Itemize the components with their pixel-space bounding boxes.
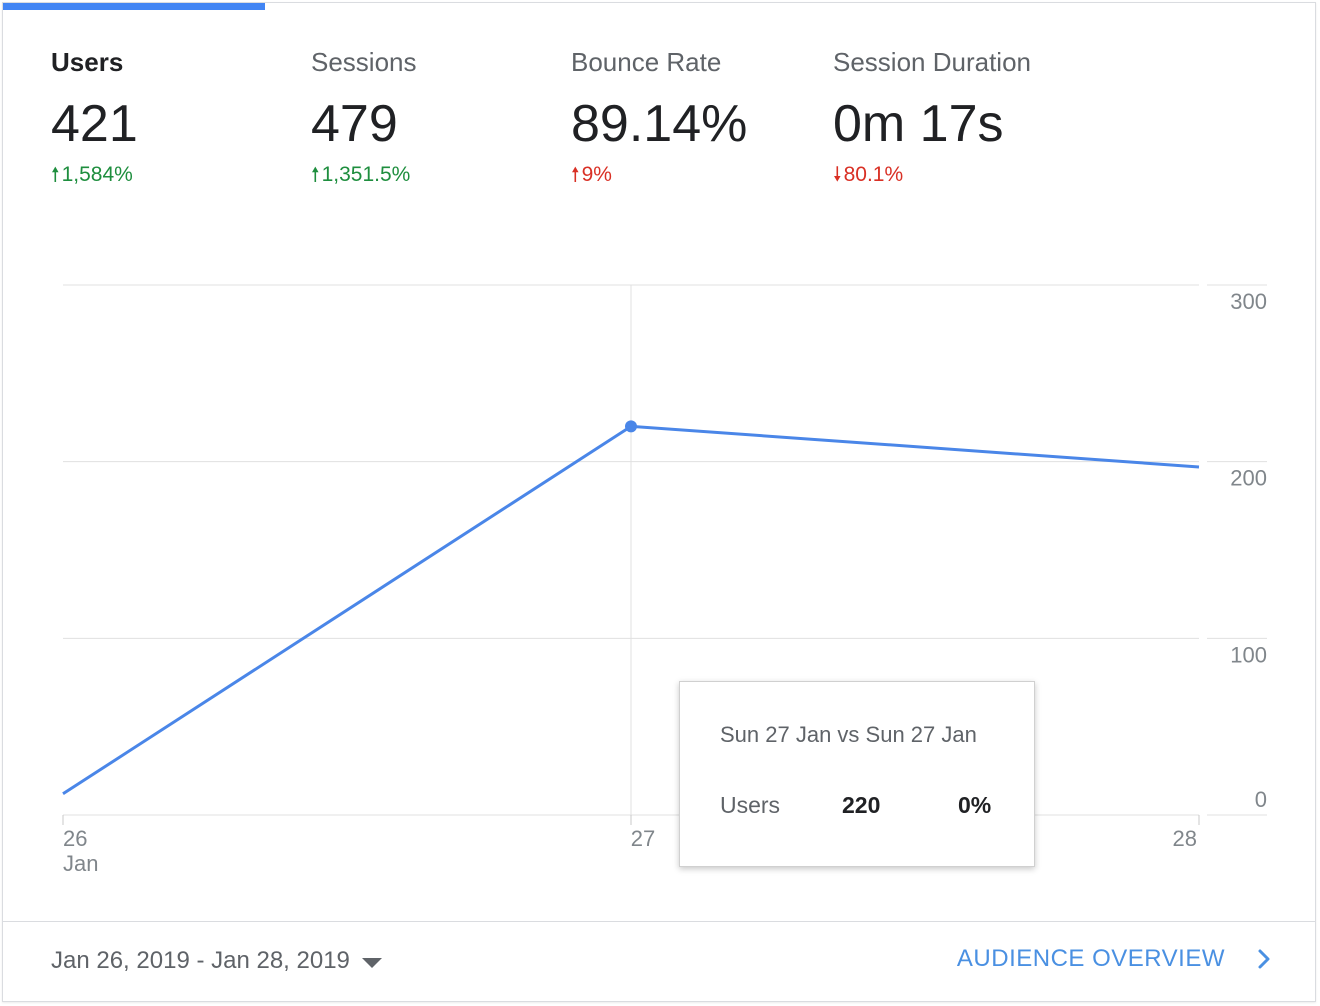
y-tick-label: 0	[1255, 787, 1267, 812]
caret-down-icon	[361, 958, 382, 968]
audience-overview-label: AUDIENCE OVERVIEW	[956, 945, 1225, 972]
users-line-chart[interactable]: 0 100 200 300 26 Jan 27 28	[3, 3, 1317, 923]
metric-value: 89.14%	[571, 95, 748, 153]
y-tick-label: 200	[1230, 466, 1267, 491]
date-range-selector[interactable]: Jan 26, 2019 - Jan 28, 2019	[51, 947, 382, 975]
y-tick-label: 300	[1230, 289, 1267, 314]
metric-tab-session-duration[interactable]: Session Duration 0m 17s 🠗80.1%	[833, 45, 1031, 189]
date-range-label: Jan 26, 2019 - Jan 28, 2019	[51, 947, 350, 974]
data-point-highlight	[625, 420, 637, 433]
metric-change: 🠗80.1%	[833, 161, 1031, 189]
metric-value: 479	[311, 95, 398, 153]
x-tick-sublabel: Jan	[63, 851, 98, 876]
metric-change: 🠕1,584%	[51, 161, 138, 189]
metric-label: Session Duration	[833, 47, 1031, 77]
chevron-right-icon	[1258, 949, 1270, 969]
metric-value: 421	[51, 95, 138, 153]
y-tick-label: 100	[1230, 642, 1267, 667]
tooltip-title: Sun 27 Jan vs Sun 27 Jan	[720, 722, 977, 747]
metric-tab-sessions[interactable]: Sessions 479 🠕1,351.5%	[311, 45, 417, 189]
x-tick-label: 26	[63, 826, 87, 851]
metric-change-value: 80.1%	[843, 163, 904, 186]
metric-tab-bounce-rate[interactable]: Bounce Rate 89.14% 🠕9%	[571, 45, 747, 189]
metric-change: 🠕1,351.5%	[311, 161, 417, 189]
metric-label: Users	[51, 47, 124, 77]
chart-tooltip: Sun 27 Jan vs Sun 27 Jan Users 220 0%	[679, 681, 1035, 867]
x-tick-label: 28	[1173, 826, 1197, 851]
tooltip-metric-label: Users	[720, 792, 781, 818]
metric-tab-users[interactable]: Users 421 🠕1,584%	[51, 45, 138, 189]
arrow-up-icon: 🠕	[311, 164, 320, 186]
metric-change-value: 1,351.5%	[321, 163, 411, 186]
x-tick-label: 27	[631, 826, 655, 851]
arrow-up-icon: 🠕	[571, 164, 580, 186]
arrow-down-icon: 🠗	[833, 164, 842, 186]
metric-change-value: 1,584%	[61, 163, 133, 186]
metric-change: 🠕9%	[571, 161, 747, 189]
arrow-up-icon: 🠕	[51, 164, 60, 186]
tooltip-change: 0%	[958, 792, 992, 818]
metric-label: Sessions	[311, 47, 417, 77]
metric-label: Bounce Rate	[571, 47, 722, 77]
audience-overview-link[interactable]: AUDIENCE OVERVIEW	[957, 945, 1275, 973]
active-tab-indicator	[3, 3, 265, 10]
metric-value: 0m 17s	[833, 95, 1004, 153]
tooltip-value: 220	[842, 792, 881, 818]
footer-divider	[3, 921, 1315, 922]
metric-change-value: 9%	[581, 163, 612, 186]
